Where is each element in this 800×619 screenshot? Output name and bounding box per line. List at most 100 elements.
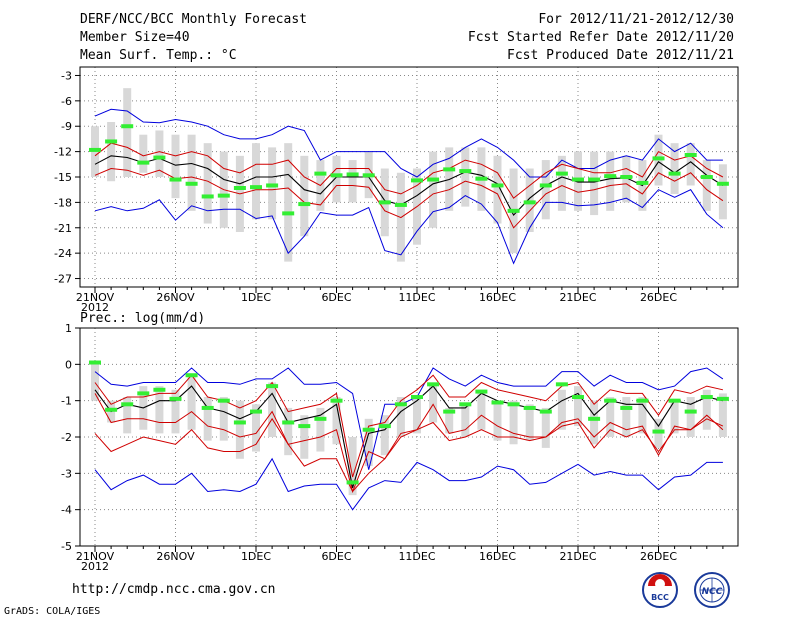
temp-range-bar <box>670 143 679 194</box>
prec-range-bar <box>155 386 164 434</box>
prec-forecast-marker <box>169 396 182 401</box>
temp-forecast-marker <box>539 183 552 188</box>
prec-line-lower <box>94 457 723 511</box>
prec-forecast-marker <box>282 420 295 425</box>
source-url[interactable]: http://cmdp.ncc.cma.gov.cn <box>72 582 276 597</box>
temp-forecast-marker <box>668 171 681 176</box>
prec-forecast-marker <box>475 389 488 394</box>
temp-ytick-label: -9 <box>61 120 72 133</box>
prec-forecast-marker <box>266 384 279 389</box>
prec-forecast-marker <box>411 395 423 400</box>
prec-forecast-marker <box>684 409 697 414</box>
temp-range-bar <box>268 147 277 220</box>
forecast-period: For 2012/11/21-2012/12/30 <box>538 12 734 27</box>
temp-range-bar <box>429 151 438 228</box>
temp-forecast-marker <box>491 183 504 188</box>
prec-ytick-label: 0 <box>65 358 72 371</box>
temp-range-bar <box>606 151 615 211</box>
prec-range-bar <box>638 397 647 434</box>
temp-ytick-label: -12 <box>54 146 72 159</box>
prec-ytick-label: 1 <box>65 322 72 335</box>
temp-range-bar <box>332 155 341 203</box>
temp-range-bar <box>252 143 260 220</box>
prec-range-bar <box>718 393 727 437</box>
temp-range-bar <box>284 143 293 262</box>
temp-xtick-label: 26NOV <box>156 291 195 304</box>
prec-ytick-label: -5 <box>61 540 72 553</box>
prec-range-bar <box>590 400 599 445</box>
prec-ytick-label: -3 <box>61 467 72 480</box>
prec-forecast-marker <box>588 416 601 421</box>
temp-forecast-marker <box>185 181 198 186</box>
prec-forecast-marker <box>427 382 440 387</box>
temp-ytick-label: -27 <box>54 273 72 286</box>
temp-forecast-marker <box>298 202 311 207</box>
prec-xtick-label: 26DEC <box>640 550 677 563</box>
prec-forecast-marker <box>668 398 681 403</box>
temp-forecast-marker <box>105 139 118 144</box>
prec-range-bar <box>670 400 679 434</box>
prec-range-bar <box>268 382 277 437</box>
temp-forecast-marker <box>314 171 327 176</box>
temp-xtick-label: 1DEC <box>241 291 271 304</box>
temp-forecast-marker <box>652 156 665 161</box>
temp-range-bar <box>348 160 357 203</box>
prec-range-bar <box>429 382 438 423</box>
prec-range-bar <box>461 404 470 437</box>
temp-range-bar <box>107 122 116 182</box>
temp-forecast-marker <box>250 185 262 190</box>
temp-ytick-label: -18 <box>54 196 72 209</box>
temp-forecast-marker <box>362 173 375 178</box>
prec-range-bar <box>396 397 405 437</box>
prec-forecast-marker <box>362 427 375 432</box>
prec-forecast-marker <box>378 424 391 429</box>
prec-range-bar <box>702 389 711 430</box>
temp-forecast-marker <box>588 177 601 182</box>
prec-forecast-marker <box>394 402 407 407</box>
grads-credit: GrADS: COLA/IGES <box>4 606 101 617</box>
prec-range-bar <box>348 437 357 496</box>
temp-forecast-marker <box>716 181 729 186</box>
temp-forecast-marker <box>233 186 246 190</box>
precip-label: Prec.: log(mm/d) <box>80 311 206 326</box>
temp-range-bar <box>493 155 502 224</box>
prec-range-bar <box>509 400 518 445</box>
prec-range-bar <box>380 415 389 456</box>
prec-range-bar <box>123 397 132 434</box>
temp-forecast-marker <box>266 183 279 188</box>
prec-forecast-marker <box>523 405 536 410</box>
prec-line-upper <box>94 367 724 470</box>
temp-forecast-marker <box>217 193 230 198</box>
temp-xtick-label: 21NOV <box>76 291 115 304</box>
chart-title: DERF/NCC/BCC Monthly Forecast <box>80 12 307 27</box>
prec-xtick-label: 6DEC <box>321 550 351 563</box>
temp-forecast-marker <box>346 172 359 177</box>
temp-xtick-label: 11DEC <box>398 291 435 304</box>
temp-forecast-marker <box>700 175 713 179</box>
bcc-logo-icon: BCC <box>642 572 678 608</box>
temp-ytick-label: -3 <box>61 69 72 82</box>
temp-forecast-marker <box>523 200 536 205</box>
temp-forecast-marker <box>443 167 456 172</box>
temp-forecast-marker <box>459 169 472 174</box>
prec-forecast-marker <box>507 402 520 407</box>
temp-forecast-marker <box>330 173 343 178</box>
temp-forecast-marker <box>121 124 134 129</box>
temp-range-bar <box>718 164 727 220</box>
temp-range-bar <box>541 160 550 220</box>
prec-forecast-marker <box>121 402 134 407</box>
temp-range-bar <box>557 155 566 211</box>
temp-ytick-label: -6 <box>61 95 72 108</box>
prec-range-bar <box>316 407 325 452</box>
temp-range-bar <box>187 134 196 211</box>
temp-range-bar <box>702 160 711 211</box>
prec-forecast-marker <box>217 398 230 403</box>
temp-range-bar <box>622 155 631 203</box>
prec-forecast-marker <box>636 398 649 403</box>
temp-xtick-label: 16DEC <box>479 291 516 304</box>
temp-forecast-marker <box>507 208 520 213</box>
temp-line-std_upper <box>94 142 724 199</box>
prec-forecast-marker <box>459 402 472 407</box>
temp-range-bar <box>123 88 132 177</box>
prec-range-bar <box>574 386 582 427</box>
